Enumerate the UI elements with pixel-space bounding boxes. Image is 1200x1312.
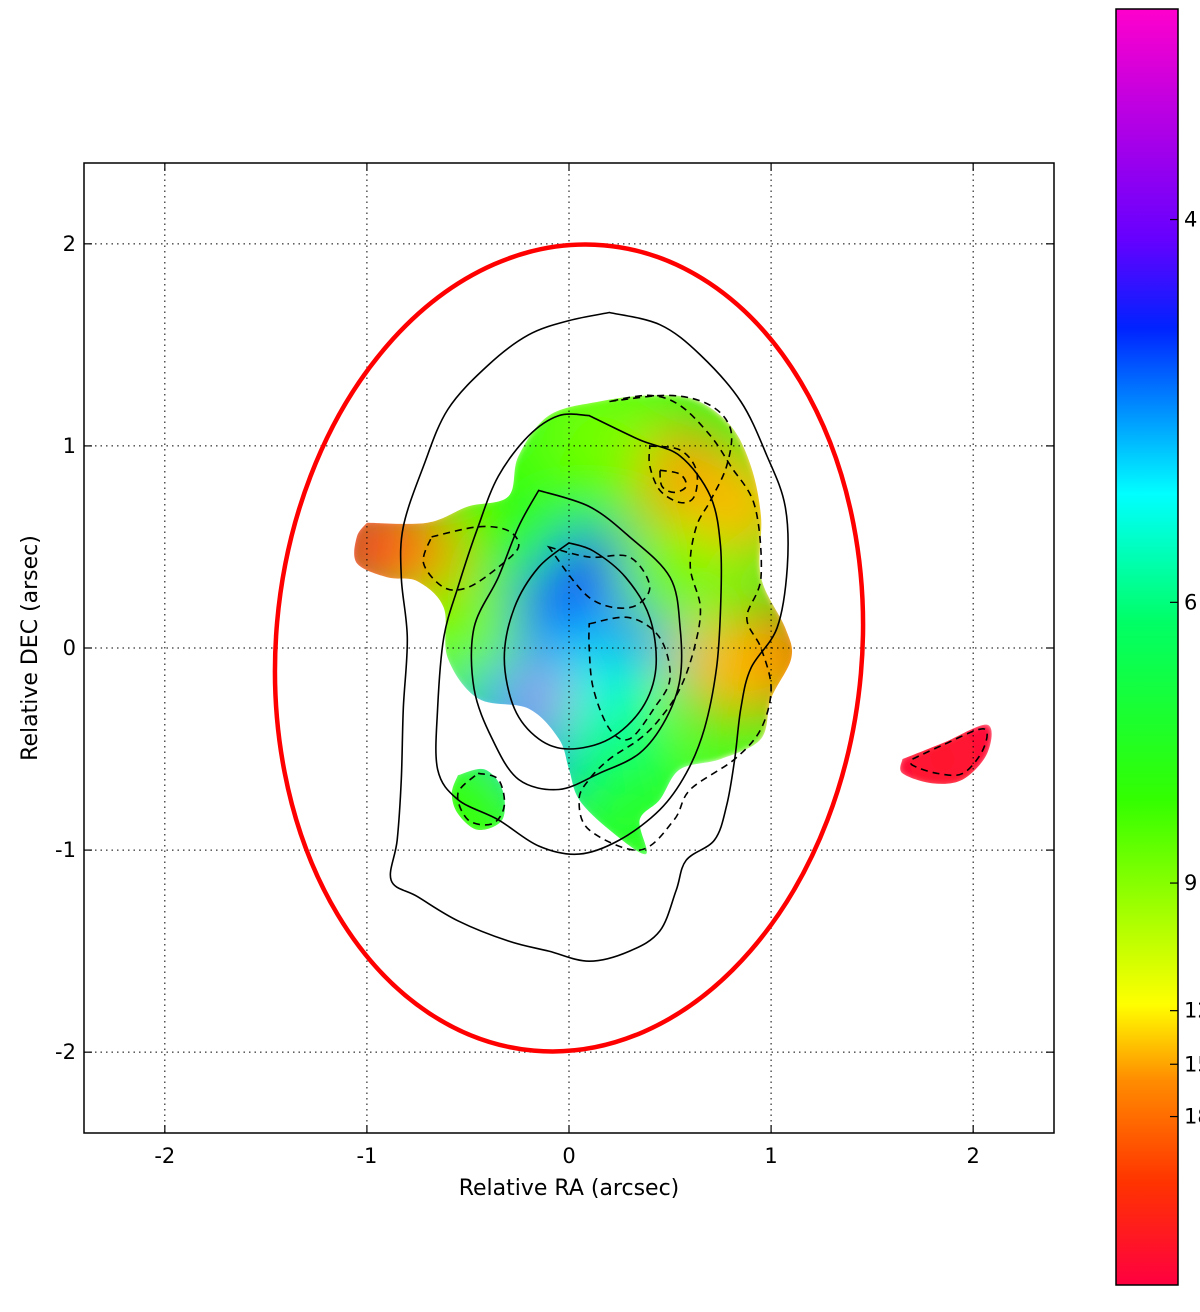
colorbar — [1115, 8, 1179, 1286]
x-tick-label: 0 — [562, 1144, 575, 1168]
colorbar-tick-label: 18 — [1184, 1105, 1200, 1129]
dashed-contour-line — [456, 772, 506, 826]
solid-contour-line — [435, 413, 723, 856]
velocity-blob — [544, 395, 655, 491]
x-axis-ticks: -2 -1 0 1 2 — [154, 163, 980, 1168]
y-axis-ticks: -2 -1 0 1 2 — [55, 232, 1054, 1064]
beam-ellipse-group — [272, 242, 866, 1054]
dashed-contour-line — [546, 545, 651, 609]
colorbar-ticks: 4 6 9 12 15 18 — [1170, 208, 1200, 1129]
y-tick-label: -1 — [55, 838, 76, 862]
solid-contour-line — [389, 311, 789, 963]
dashed-contour-line — [909, 728, 988, 777]
x-tick-label: -2 — [154, 1144, 175, 1168]
dashed-contours — [422, 394, 988, 851]
solid-contours — [389, 311, 789, 963]
x-tick-label: -1 — [356, 1144, 377, 1168]
y-tick-label: -2 — [55, 1040, 76, 1064]
y-tick-label: 2 — [63, 232, 76, 256]
y-tick-label: 1 — [63, 434, 76, 458]
y-axis-label: Relative DEC (arsec) — [18, 535, 43, 761]
dashed-contour-line — [648, 444, 699, 504]
solid-contour-line — [503, 541, 658, 750]
colorbar-tick-label: 15 — [1184, 1052, 1200, 1076]
y-tick-label: 0 — [63, 636, 76, 660]
x-axis-label: Relative RA (arcsec) — [459, 1176, 680, 1201]
dashed-contour-line — [658, 469, 688, 494]
solid-contour-line — [470, 489, 683, 791]
colorbar-tick-label: 12 — [1184, 999, 1200, 1023]
colorbar-tick-label: 9 — [1184, 871, 1197, 895]
x-tick-label: 2 — [966, 1144, 979, 1168]
velocity-peak-spot — [526, 680, 563, 717]
beam-ellipse — [272, 242, 866, 1054]
colorbar-tick-label: 4 — [1184, 208, 1197, 232]
x-tick-label: 1 — [764, 1144, 777, 1168]
dashed-contour-line — [578, 394, 772, 851]
colorbar-tick-label: 6 — [1184, 590, 1197, 614]
